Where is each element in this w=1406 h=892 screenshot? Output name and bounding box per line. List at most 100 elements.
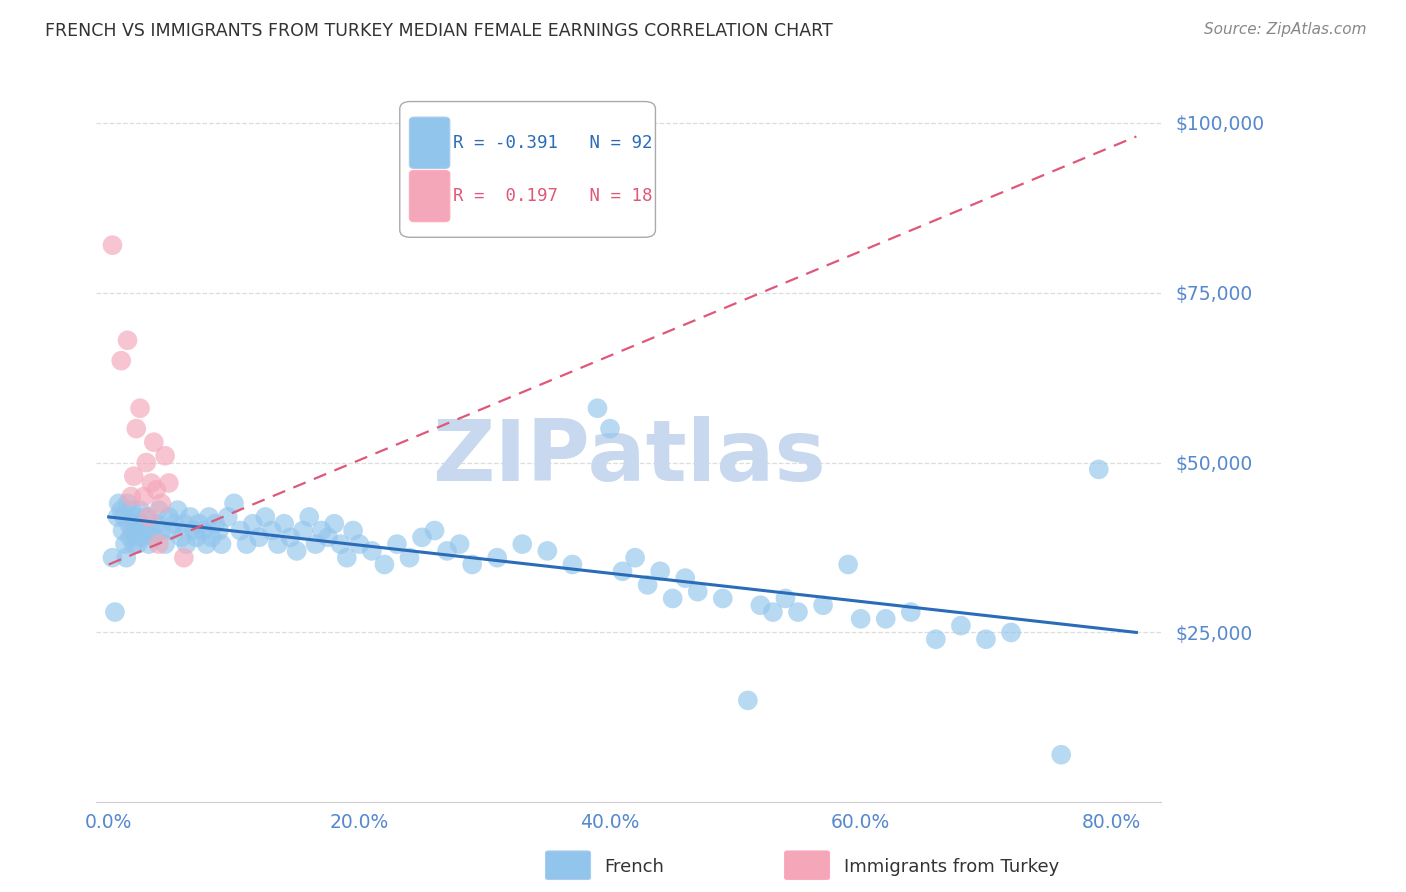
Point — [104, 605, 127, 619]
Point — [304, 537, 326, 551]
Point — [291, 524, 314, 538]
Point — [298, 510, 321, 524]
FancyBboxPatch shape — [409, 117, 450, 169]
Point — [329, 537, 352, 551]
Point — [711, 591, 734, 606]
Point — [114, 537, 136, 551]
Point — [1000, 625, 1022, 640]
Point — [141, 475, 163, 490]
Point — [762, 605, 785, 619]
Point — [129, 401, 152, 416]
Point — [235, 537, 257, 551]
Point — [127, 537, 149, 551]
Point — [949, 618, 972, 632]
Text: FRENCH VS IMMIGRANTS FROM TURKEY MEDIAN FEMALE EARNINGS CORRELATION CHART: FRENCH VS IMMIGRANTS FROM TURKEY MEDIAN … — [45, 22, 832, 40]
Point — [661, 591, 683, 606]
Point — [131, 516, 153, 531]
Point — [637, 578, 659, 592]
Point — [612, 564, 634, 578]
Point — [148, 503, 170, 517]
Point — [107, 496, 129, 510]
Point — [198, 510, 221, 524]
Point — [242, 516, 264, 531]
Point — [461, 558, 484, 572]
Point — [411, 530, 433, 544]
Point — [117, 333, 139, 347]
Point — [142, 530, 165, 544]
Point — [138, 510, 160, 524]
Point — [686, 584, 709, 599]
Point — [260, 524, 283, 538]
Point — [125, 422, 148, 436]
Point — [125, 524, 148, 538]
Point — [150, 496, 173, 510]
Point — [121, 524, 143, 538]
Text: R = -0.391   N = 92: R = -0.391 N = 92 — [453, 134, 652, 152]
Point — [436, 544, 458, 558]
Point — [179, 510, 201, 524]
Point — [157, 510, 180, 524]
Point — [173, 516, 195, 531]
Point — [737, 693, 759, 707]
Point — [423, 524, 446, 538]
Point — [142, 435, 165, 450]
Point — [118, 530, 141, 544]
Point — [449, 537, 471, 551]
FancyBboxPatch shape — [409, 170, 450, 222]
Point — [486, 550, 509, 565]
Point — [229, 524, 252, 538]
Point — [211, 537, 233, 551]
Point — [536, 544, 558, 558]
Point — [124, 510, 146, 524]
Point — [599, 422, 621, 436]
Point — [385, 537, 408, 551]
Point — [117, 496, 139, 510]
Point — [157, 475, 180, 490]
Point — [112, 510, 135, 524]
Point — [107, 510, 129, 524]
Point — [187, 516, 209, 531]
Point — [561, 558, 583, 572]
Point — [195, 537, 218, 551]
Point — [135, 456, 157, 470]
Point — [208, 524, 231, 538]
Point — [132, 524, 155, 538]
Point — [120, 490, 142, 504]
Point — [586, 401, 609, 416]
Point — [875, 612, 897, 626]
Text: French: French — [605, 858, 665, 876]
Point — [398, 550, 420, 565]
Point — [132, 490, 155, 504]
Point — [191, 524, 214, 538]
Point — [173, 550, 195, 565]
FancyBboxPatch shape — [399, 102, 655, 237]
Point — [849, 612, 872, 626]
Point — [145, 516, 167, 531]
Point — [160, 524, 183, 538]
Point — [342, 524, 364, 538]
Text: ZIPatlas: ZIPatlas — [432, 416, 825, 499]
Point — [115, 550, 138, 565]
Point — [254, 510, 277, 524]
Point — [118, 516, 141, 531]
Point — [837, 558, 859, 572]
Point — [323, 516, 346, 531]
Point — [129, 530, 152, 544]
Point — [153, 537, 176, 551]
Point — [163, 516, 186, 531]
Point — [101, 238, 124, 252]
Point — [373, 558, 395, 572]
Point — [176, 537, 198, 551]
Point — [280, 530, 302, 544]
Point — [247, 530, 270, 544]
Text: Source: ZipAtlas.com: Source: ZipAtlas.com — [1204, 22, 1367, 37]
Point — [135, 510, 157, 524]
Point — [217, 510, 239, 524]
Point — [150, 524, 173, 538]
Point — [1050, 747, 1073, 762]
Point — [186, 530, 208, 544]
Point — [129, 503, 152, 517]
Point — [811, 599, 834, 613]
Point — [110, 353, 132, 368]
Point — [1087, 462, 1109, 476]
